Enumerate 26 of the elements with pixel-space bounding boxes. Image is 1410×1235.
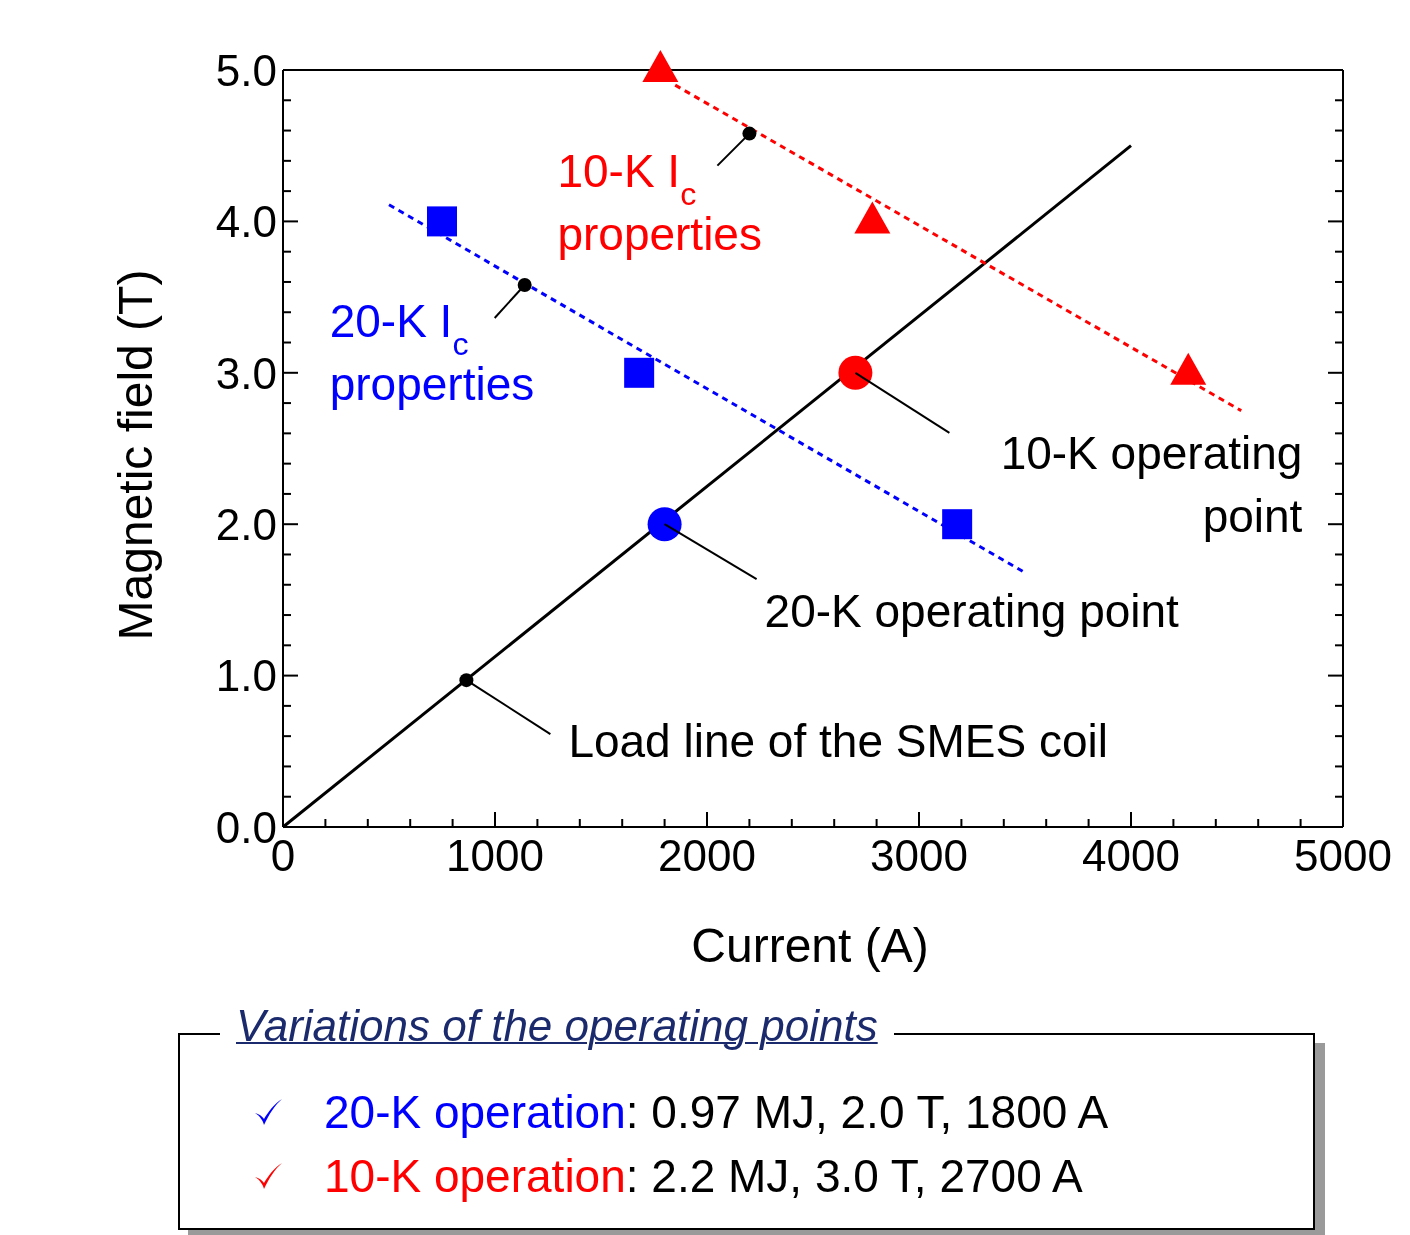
point [647, 507, 682, 542]
point [624, 357, 655, 388]
x-tick-label: 3000 [870, 831, 968, 880]
annotation: 10-K I$_{c}$ properties [557, 145, 762, 261]
y-tick-label: 5.0 [215, 45, 277, 95]
y-tick-label: 4.0 [215, 197, 277, 247]
point [854, 201, 891, 234]
annotation: Load line of the SMES coil [568, 714, 1108, 767]
point [642, 50, 679, 82]
text: 10-K operation: 2.2 MJ, 3.0 T, 2700 A [324, 1149, 1083, 1203]
y-axis-title: Magnetic field (T) [109, 269, 163, 641]
x-axis-title: Current (A) [691, 919, 929, 973]
text: 20-K operation: 0.97 MJ, 2.0 T, 1800 A [324, 1085, 1109, 1139]
x-tick-label: 4000 [1082, 831, 1180, 880]
x-tick-label: 1000 [446, 831, 544, 880]
x-tick-label: 5000 [1294, 831, 1392, 880]
annotation: 10-K operating point [1000, 427, 1303, 543]
y-tick-label: 2.0 [215, 500, 277, 550]
point [942, 509, 973, 540]
annotation: 20-K operating point [764, 584, 1180, 637]
annotation: 20-K I$_{c}$ properties [329, 294, 535, 410]
point [838, 355, 873, 390]
y-tick-label: 3.0 [215, 348, 277, 398]
x-tick-label: 2000 [658, 831, 756, 880]
text: Variations of the operating points [220, 1001, 894, 1051]
y-tick-label: 1.0 [215, 651, 277, 701]
